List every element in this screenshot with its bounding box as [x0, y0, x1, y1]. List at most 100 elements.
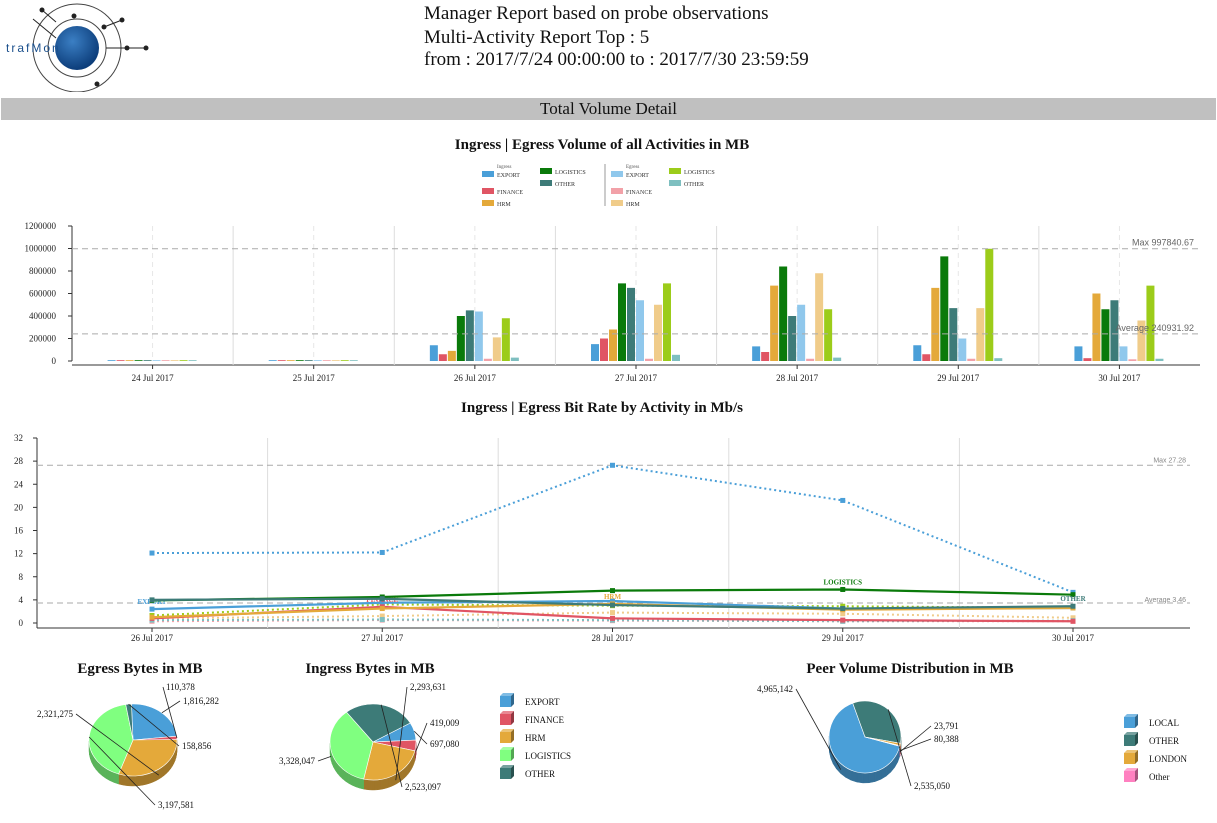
bar-ingress-other-1 — [304, 360, 313, 361]
point-egress-hrm-1 — [379, 613, 385, 619]
legend-label-other: Other — [1149, 772, 1170, 782]
bar-ingress-other-4 — [788, 316, 797, 361]
line-chart-title: Ingress | Egress Bit Rate by Activity in… — [461, 400, 743, 416]
legend-swatch-export — [500, 696, 511, 707]
pie-slice-hrm — [118, 739, 178, 777]
pie-value-finance: 110,378 — [166, 682, 195, 692]
bar-egress-hrm-6 — [1137, 320, 1146, 361]
legend-label-london: LONDON — [1149, 754, 1187, 764]
bar-ingress-logistics-5 — [940, 256, 949, 361]
pie-slice-other — [125, 703, 134, 741]
bar-egress-logistics-1 — [340, 360, 349, 361]
section-title: Total Volume Detail — [1, 98, 1216, 120]
line-ytick-label: 32 — [14, 433, 23, 443]
legend-swatch-top-other — [1124, 768, 1138, 771]
bar-ingress-export-0 — [107, 360, 116, 361]
legend-swatch-side-london — [1135, 750, 1138, 764]
bar-xtick-label: 29 Jul 2017 — [937, 373, 980, 383]
point-ingress-logistics-4 — [1070, 592, 1076, 598]
pie-slice-hrm — [363, 741, 416, 781]
bar-egress-export-2 — [474, 311, 483, 361]
bar-ingress-export-4 — [752, 346, 761, 361]
point-egress-export-0 — [149, 550, 155, 556]
ingress-pie-chart: 697,080 419,009 2,293,631 3,328,047 2,523,09… — [279, 682, 571, 792]
bar-egress-finance-3 — [645, 358, 653, 361]
bar-ingress-hrm-5 — [931, 287, 940, 361]
legend-label-egress-finance: FINANCE — [626, 190, 652, 196]
point-ingress-other-1 — [379, 596, 385, 602]
pie-side-hrm — [363, 778, 367, 790]
line-ytick-label: 4 — [19, 595, 24, 605]
legend-swatch-ingress-export — [482, 171, 494, 177]
pie-value-hrm: 2,293,631 — [410, 682, 446, 692]
point-egress-hrm-2 — [610, 610, 615, 616]
pie-side-hrm — [368, 779, 373, 791]
point-ingress-export-0 — [149, 606, 155, 612]
bar-egress-other-0 — [188, 360, 197, 361]
legend-swatch-ingress-logistics — [540, 168, 552, 174]
pie-value-export: 697,080 — [430, 739, 460, 749]
legend-swatch-top-other — [1124, 732, 1138, 735]
pie-value-logistics: 3,197,581 — [158, 800, 194, 810]
pie-side-hrm — [385, 777, 389, 789]
bar-egress-other-3 — [672, 354, 680, 361]
pie-leader-london — [900, 738, 932, 751]
legend-swatch-london — [1124, 753, 1135, 764]
trafmon-logo: trafMon — [0, 0, 160, 93]
legend-swatch-side-hrm — [511, 729, 514, 743]
pie-leader-export — [413, 730, 428, 745]
line-xtick-label: 29 Jul 2017 — [822, 633, 865, 643]
bar-ingress-finance-5 — [922, 354, 931, 361]
legend-swatch-egress-other — [669, 180, 681, 186]
legend-swatch-egress-export — [611, 171, 623, 177]
bar-egress-logistics-3 — [663, 283, 671, 361]
bar-egress-finance-0 — [161, 360, 170, 361]
legend-swatch-local — [1124, 717, 1135, 728]
bar-ingress-other-3 — [627, 287, 635, 361]
pie-legend: EXPORT FINANCE HRM LOGISTICS OTHER — [500, 693, 571, 779]
bar-ytick-label: 800000 — [29, 266, 57, 276]
legend-swatch-side-local — [1135, 714, 1138, 728]
legend-swatch-side-other — [511, 765, 514, 779]
pie-leader-hrm — [75, 713, 160, 776]
line-xtick-label: 30 Jul 2017 — [1052, 633, 1095, 643]
pie-side-logistics — [113, 772, 119, 785]
bar-xtick-label: 28 Jul 2017 — [776, 373, 819, 383]
bar-egress-export-5 — [958, 338, 967, 361]
bar-egress-finance-4 — [806, 358, 815, 361]
bar-ingress-hrm-3 — [609, 329, 617, 361]
bar-egress-hrm-5 — [976, 308, 985, 361]
legend-swatch-egress-hrm — [611, 200, 623, 206]
pie-side-local — [856, 771, 864, 784]
line-xtick-label: 28 Jul 2017 — [591, 633, 634, 643]
bar-egress-hrm-0 — [170, 360, 179, 361]
point-ingress-finance-4 — [1070, 618, 1076, 624]
pie-value-london: 80,388 — [934, 734, 959, 744]
legend-label-export: EXPORT — [525, 697, 560, 707]
bar-egress-other-5 — [994, 358, 1003, 361]
pie-leader-local — [795, 688, 842, 770]
bar-ingress-finance-6 — [1083, 358, 1092, 361]
legend-swatch-side-finance — [511, 711, 514, 725]
egress-pie-title: Egress Bytes in MB — [77, 661, 203, 677]
pie-leader-export — [161, 700, 181, 714]
pie-leader-logistics — [88, 736, 156, 806]
line-label-other: OTHER — [1060, 595, 1086, 603]
pie-side-hrm — [149, 771, 154, 784]
bar-ingress-export-3 — [591, 344, 599, 361]
bar-ingress-logistics-1 — [295, 360, 304, 361]
bar-egress-other-4 — [833, 357, 842, 361]
pie-side-hrm — [142, 774, 147, 786]
bar-xtick-label: 26 Jul 2017 — [454, 373, 497, 383]
legend-swatch-logistics — [500, 750, 511, 761]
ingress-pie-title: Ingress Bytes in MB — [305, 661, 435, 677]
bar-xtick-label: 25 Jul 2017 — [293, 373, 336, 383]
pie-leader-other — [899, 725, 932, 753]
pie-value-logistics: 3,328,047 — [279, 756, 316, 766]
bar-ytick-label: 600000 — [29, 289, 57, 299]
legend-label-local: LOCAL — [1149, 718, 1179, 728]
pie-slice-export — [131, 703, 178, 741]
bar-ingress-export-5 — [913, 345, 922, 361]
bar-ingress-logistics-3 — [618, 283, 626, 361]
bar-ingress-finance-2 — [438, 354, 447, 361]
